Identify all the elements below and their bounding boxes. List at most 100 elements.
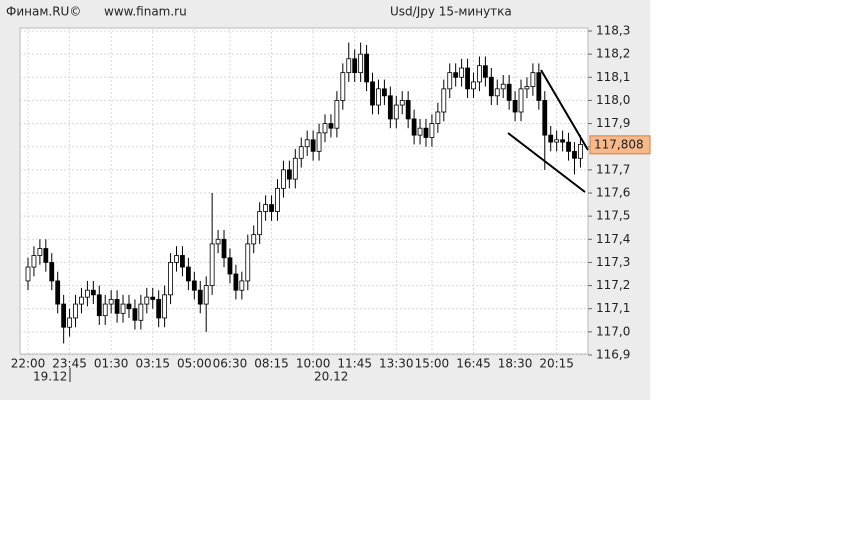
candle-body — [477, 65, 482, 83]
candle-body — [334, 100, 340, 129]
candle-body — [322, 123, 328, 134]
candle-body — [536, 72, 542, 101]
candle-body — [411, 118, 417, 136]
candle-body — [185, 266, 191, 282]
x-tick-label: 13:30 — [379, 357, 414, 371]
candle-body — [73, 303, 78, 319]
y-tick-label: 117,9 — [596, 116, 630, 130]
candle-body — [209, 243, 215, 286]
candle-body — [542, 100, 548, 136]
x-tick-label: 11:45 — [337, 357, 372, 371]
candle-body — [530, 72, 536, 87]
y-tick-label: 117,5 — [596, 209, 630, 223]
candle-body — [102, 303, 108, 317]
candle-body — [263, 204, 269, 212]
candle-body — [191, 280, 197, 291]
candle-body — [459, 67, 465, 78]
candle-body — [251, 234, 257, 245]
x-tick-label: 10:00 — [296, 357, 331, 371]
trend-line — [507, 132, 586, 193]
candle-body — [144, 296, 150, 305]
grid — [20, 28, 588, 356]
chart-title: Usd/Jpy 15-минутка — [390, 5, 512, 19]
candle-body — [417, 127, 423, 136]
candle-body — [524, 86, 530, 90]
candle-body — [180, 255, 185, 268]
candle-body — [482, 65, 488, 78]
candle-body — [227, 257, 233, 275]
x-tick-label: 05:00 — [177, 357, 212, 371]
x-tick-label: 15:00 — [415, 357, 450, 371]
candle-body — [512, 100, 518, 113]
x-tick-label: 22:00 — [11, 357, 46, 371]
candle-body — [358, 53, 364, 74]
candle-body — [494, 88, 500, 97]
y-tick-label: 117,7 — [596, 162, 630, 176]
y-tick-label: 118,3 — [596, 24, 630, 38]
candle-body — [435, 111, 441, 124]
candle-body — [31, 255, 37, 268]
y-tick-label: 117,2 — [596, 278, 630, 292]
candle-body — [423, 127, 429, 138]
candle-body — [441, 88, 447, 113]
candle-body — [215, 238, 221, 245]
candle-body — [465, 67, 470, 90]
candle-body — [275, 187, 280, 212]
candle-body — [572, 150, 577, 159]
candle-body — [346, 58, 352, 74]
candle-body — [120, 303, 126, 314]
candle-body — [381, 88, 387, 97]
candle-body — [399, 100, 405, 106]
site: www.finam.ru — [104, 5, 187, 19]
candle-body — [393, 104, 399, 120]
candles — [25, 42, 583, 344]
candle-body — [506, 83, 512, 101]
candle-body — [518, 88, 524, 113]
candle-body — [578, 143, 583, 159]
candle-body — [340, 72, 346, 101]
x-tick-label: 20:15 — [539, 357, 574, 371]
candle-body — [96, 294, 102, 317]
candle-body — [132, 308, 138, 321]
candle-body — [387, 95, 393, 120]
candle-body — [405, 100, 411, 120]
x-tick-label: 18:30 — [498, 357, 533, 371]
candle-body — [25, 266, 31, 282]
candle-body — [376, 88, 381, 106]
candle-body — [55, 280, 61, 305]
candle-body — [108, 299, 114, 305]
candle-body — [126, 303, 132, 310]
candle-body — [174, 255, 179, 263]
candle-body — [156, 299, 162, 319]
candle-body — [500, 83, 506, 90]
y-tick-label: 117,6 — [596, 186, 630, 200]
y-tick-label: 118,2 — [596, 47, 630, 61]
x-tick-label: 08:15 — [254, 357, 289, 371]
candle-body — [85, 289, 90, 298]
candle-body — [67, 317, 72, 328]
trend-line — [540, 69, 589, 151]
candle-body — [453, 72, 459, 78]
date-label: 19.12 — [33, 370, 67, 384]
candle-body — [257, 211, 263, 236]
x-tick-label: 23:45 — [52, 357, 87, 371]
y-tick-label: 117,0 — [596, 324, 630, 338]
candle-body — [79, 296, 84, 305]
candle-body — [150, 296, 156, 300]
candle-body — [138, 303, 144, 321]
y-tick-label: 118,1 — [596, 70, 630, 84]
y-tick-label: 117,3 — [596, 255, 630, 269]
candle-body — [162, 294, 168, 319]
candle-body — [471, 81, 476, 90]
candle-body — [43, 248, 49, 263]
candle-body — [370, 81, 375, 106]
brand: Финам.RU© — [6, 5, 81, 19]
candle-body — [197, 289, 203, 305]
candle-body — [221, 238, 227, 259]
candle-body — [168, 262, 173, 296]
candle-body — [429, 123, 435, 138]
candle-body — [292, 157, 298, 180]
candle-body — [364, 53, 369, 83]
candle-body — [49, 262, 55, 282]
x-tick-label: 06:30 — [213, 357, 248, 371]
